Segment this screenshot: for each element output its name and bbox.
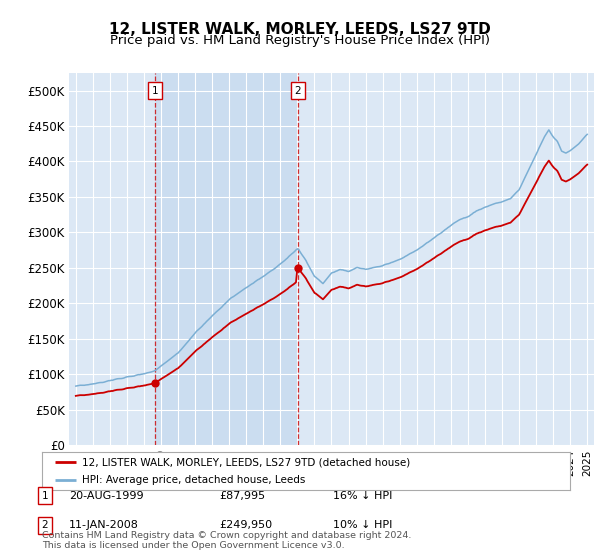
Text: 10% ↓ HPI: 10% ↓ HPI — [333, 520, 392, 530]
Text: 20-AUG-1999: 20-AUG-1999 — [69, 491, 143, 501]
Text: £249,950: £249,950 — [219, 520, 272, 530]
Text: Contains HM Land Registry data © Crown copyright and database right 2024.
This d: Contains HM Land Registry data © Crown c… — [42, 530, 412, 550]
Text: 2: 2 — [295, 86, 301, 96]
Text: 12, LISTER WALK, MORLEY, LEEDS, LS27 9TD: 12, LISTER WALK, MORLEY, LEEDS, LS27 9TD — [109, 22, 491, 38]
Text: Price paid vs. HM Land Registry's House Price Index (HPI): Price paid vs. HM Land Registry's House … — [110, 34, 490, 46]
Text: £87,995: £87,995 — [219, 491, 265, 501]
Text: 11-JAN-2008: 11-JAN-2008 — [69, 520, 139, 530]
Text: 1: 1 — [152, 86, 158, 96]
Text: 1: 1 — [41, 491, 49, 501]
Text: HPI: Average price, detached house, Leeds: HPI: Average price, detached house, Leed… — [82, 475, 305, 486]
Text: 12, LISTER WALK, MORLEY, LEEDS, LS27 9TD (detached house): 12, LISTER WALK, MORLEY, LEEDS, LS27 9TD… — [82, 457, 410, 467]
Text: 2: 2 — [41, 520, 49, 530]
Text: 16% ↓ HPI: 16% ↓ HPI — [333, 491, 392, 501]
Bar — [155, 73, 298, 445]
